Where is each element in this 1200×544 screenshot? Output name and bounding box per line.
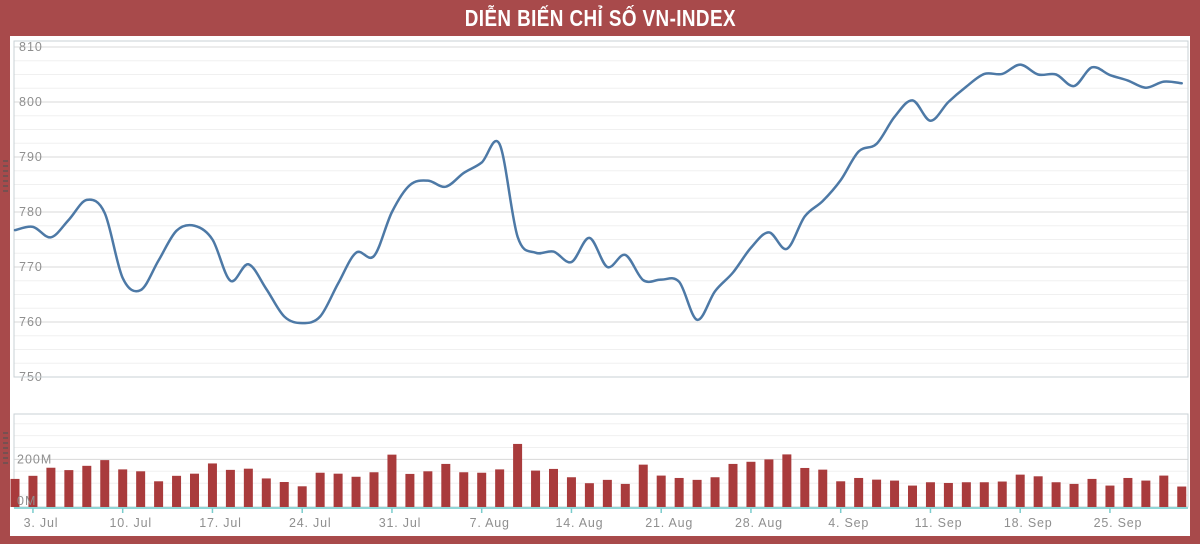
volume-bar: [1015, 474, 1025, 507]
volume-bar: [1177, 486, 1187, 507]
x-axis-tick-label: 28. Aug: [735, 516, 783, 530]
volume-bar: [136, 471, 146, 507]
volume-bar: [405, 473, 415, 507]
y-axis-tick-label: 790: [19, 150, 43, 164]
volume-bar: [351, 476, 361, 507]
volume-bar: [818, 469, 828, 507]
volume-bar: [459, 472, 469, 507]
volume-bar: [728, 463, 738, 507]
volume-bar: [513, 443, 523, 507]
volume-bar: [872, 479, 882, 507]
volume-bar: [279, 482, 289, 507]
volume-bar: [369, 472, 379, 507]
volume-bar: [961, 482, 971, 507]
volume-axis-label-200m: 200M: [17, 452, 52, 466]
x-axis-tick-label: 18. Sep: [1004, 516, 1053, 530]
volume-bar: [82, 465, 92, 507]
volume-bar: [566, 477, 576, 507]
volume-bar: [118, 469, 128, 507]
x-axis-tick-label: 17. Jul: [199, 516, 241, 530]
x-axis-tick-label: 3. Jul: [24, 516, 59, 530]
volume-bar: [315, 472, 325, 507]
volume-bar: [1123, 477, 1133, 507]
volume-bar: [477, 472, 487, 507]
volume-bar: [261, 478, 271, 507]
x-axis-tick-label: 21. Aug: [645, 516, 693, 530]
volume-bar: [172, 475, 182, 507]
volume-bar: [495, 469, 505, 507]
x-axis-tick-label: 4. Sep: [828, 516, 869, 530]
volume-bar: [908, 485, 917, 507]
index-plot-border: [13, 40, 1189, 378]
y-axis-tick-label: 760: [19, 315, 43, 329]
volume-bar: [1087, 478, 1097, 507]
chart-title: DIỄN BIẾN CHỈ SỐ VN-INDEX: [464, 4, 736, 31]
x-axis-tick-label: 14. Aug: [555, 516, 603, 530]
volume-bar: [423, 471, 433, 507]
volume-bar: [1069, 483, 1079, 507]
volume-bar: [979, 482, 989, 507]
volume-bar: [674, 477, 684, 507]
volume-bar: [602, 479, 612, 507]
y-axis-tick-label: 810: [19, 40, 43, 54]
volume-bar: [46, 467, 56, 507]
volume-bar: [207, 463, 217, 507]
volume-bar: [243, 468, 253, 507]
volume-bar: [10, 478, 20, 507]
volume-bar: [764, 459, 774, 507]
volume-bar: [620, 483, 630, 507]
y-axis-tick-label: 770: [19, 260, 43, 274]
volume-bar: [584, 483, 594, 507]
volume-bar: [28, 475, 38, 507]
volume-bar: [1051, 482, 1061, 507]
volume-axis-label-0m: 0M: [17, 494, 36, 508]
volume-bar: [297, 486, 307, 507]
volume-bar: [225, 469, 235, 507]
x-axis-tick-label: 25. Sep: [1094, 516, 1143, 530]
vnindex-line-series: [13, 63, 1183, 325]
volume-bar: [656, 475, 666, 507]
volume-bar: [710, 477, 720, 507]
volume-bar: [943, 482, 953, 507]
frame-bottom-edge: [0, 536, 1200, 544]
frame-right-edge: [1190, 36, 1200, 544]
volume-bar: [64, 470, 74, 507]
volume-bar: [531, 470, 541, 507]
volume-bar: [1105, 485, 1115, 507]
volume-bar: [800, 467, 810, 507]
volume-bar: [100, 460, 110, 507]
volume-bar: [333, 473, 343, 507]
volume-bar: [692, 479, 702, 507]
volume-bar: [638, 464, 648, 507]
chart-title-bar: DIỄN BIẾN CHỈ SỐ VN-INDEX: [0, 0, 1200, 36]
clipped-axis-title-marks-top: [3, 160, 8, 194]
volume-bar: [387, 454, 397, 507]
volume-bar: [925, 482, 935, 507]
x-axis-tick-label: 31. Jul: [379, 516, 421, 530]
volume-bar: [1141, 480, 1151, 507]
volume-bar: [190, 473, 199, 507]
volume-bar: [997, 481, 1007, 507]
volume-bar: [854, 477, 864, 507]
volume-bar: [1033, 476, 1043, 507]
volume-bar: [441, 463, 451, 507]
clipped-axis-title-marks-bottom: [3, 432, 8, 466]
y-axis-tick-label: 800: [19, 95, 43, 109]
x-axis-tick-label: 11. Sep: [915, 516, 963, 530]
volume-bar: [1159, 475, 1169, 507]
x-axis-tick-label: 10. Jul: [109, 516, 151, 530]
volume-bar: [890, 480, 900, 507]
volume-bar: [746, 461, 756, 507]
x-axis-tick-label: 24. Jul: [289, 516, 331, 530]
volume-bar: [154, 481, 164, 507]
y-axis-tick-label: 780: [19, 205, 43, 219]
x-axis-tick-label: 7. Aug: [470, 516, 510, 530]
volume-bar: [782, 454, 792, 507]
volume-bar: [549, 468, 558, 507]
volume-bar: [836, 481, 846, 507]
frame-left-edge: [0, 36, 10, 544]
